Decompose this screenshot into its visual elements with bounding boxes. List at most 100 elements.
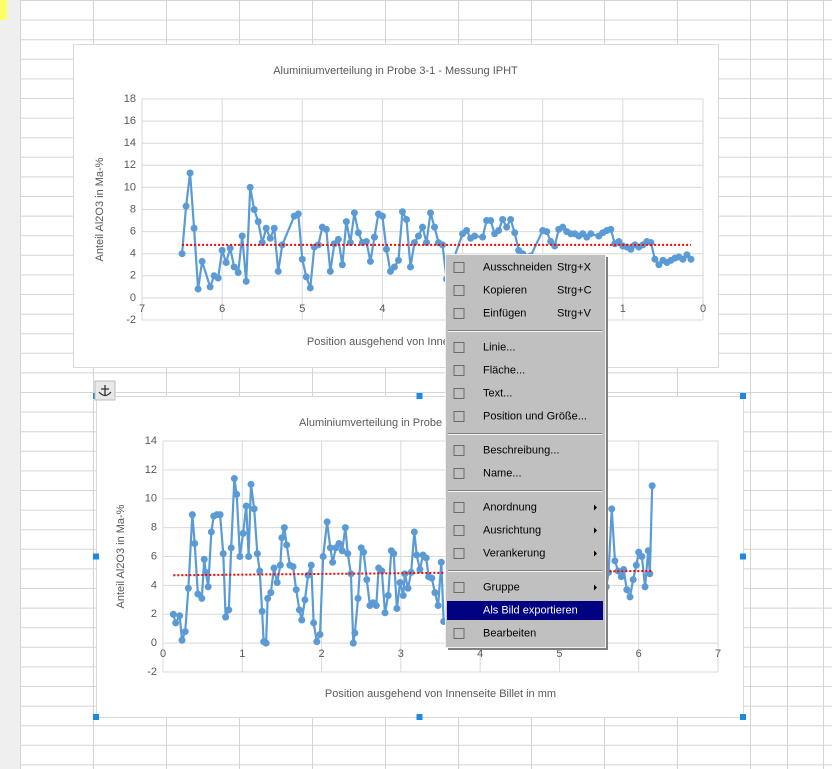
menu-item[interactable]: Linie...: [453, 341, 515, 353]
data-point: [479, 233, 487, 241]
y-tick-label: 8: [151, 522, 157, 534]
menu-item[interactable]: Bearbeiten: [453, 627, 536, 639]
menu-icon-slot: [453, 342, 465, 353]
x-tick-label: 1: [620, 303, 626, 315]
y-tick-label: 0: [151, 637, 157, 649]
menu-item[interactable]: Fläche...: [453, 364, 525, 376]
data-point: [404, 584, 412, 592]
data-point: [276, 561, 284, 569]
data-point: [169, 610, 177, 618]
x-tick-label: 0: [160, 648, 166, 660]
data-point: [335, 540, 343, 548]
menu-icon-slot: [453, 308, 465, 319]
data-point: [253, 550, 261, 558]
data-point: [414, 232, 422, 240]
selection-handle[interactable]: [93, 553, 99, 560]
data-point: [262, 224, 270, 232]
menu-icon-slot: [453, 468, 465, 479]
menu-item-label: Ausrichtung: [483, 524, 541, 536]
data-point: [242, 277, 250, 285]
data-point: [239, 529, 247, 537]
selection-handle[interactable]: [416, 714, 423, 720]
menu-item[interactable]: Beschreibung...: [453, 444, 559, 456]
data-point: [298, 616, 306, 624]
data-point: [350, 209, 358, 217]
data-point: [326, 267, 334, 275]
y-tick-label: 2: [151, 608, 157, 620]
menu-panel: [445, 254, 606, 648]
data-point: [184, 584, 192, 592]
data-point: [632, 561, 640, 569]
data-point: [378, 212, 386, 220]
menu-item[interactable]: Ausschneiden Strg+X: [453, 261, 592, 273]
selection-handle[interactable]: [93, 714, 99, 720]
menu-item-label: Ausschneiden: [483, 261, 552, 273]
selection-handle[interactable]: [740, 714, 746, 720]
data-point: [266, 234, 274, 242]
menu-item[interactable]: Einfügen Strg+V: [453, 307, 592, 319]
menu-item[interactable]: Text...: [453, 387, 512, 399]
y-tick-label: 0: [130, 292, 136, 304]
menu-item-label: Anordnung: [483, 501, 537, 513]
data-point: [200, 555, 208, 563]
data-point: [437, 558, 445, 566]
data-point: [646, 570, 654, 578]
menu-item[interactable]: Als Bild exportieren: [447, 601, 603, 620]
y-tick-label: 14: [124, 137, 136, 149]
data-point: [507, 215, 515, 223]
data-point: [384, 591, 392, 599]
menu-item-highlight: [447, 601, 603, 620]
data-point: [264, 594, 272, 602]
menu-item-label: Als Bild exportieren: [483, 604, 578, 616]
data-point: [372, 602, 380, 610]
menu-item[interactable]: Verankerung: [453, 547, 597, 559]
menu-item[interactable]: Gruppe: [453, 581, 597, 593]
data-point: [234, 268, 242, 276]
data-point: [250, 505, 258, 513]
data-point: [399, 591, 407, 599]
x-tick-label: 0: [700, 303, 706, 315]
menu-icon-slot: [453, 502, 465, 513]
data-point: [338, 261, 346, 269]
data-point: [398, 208, 406, 216]
y-tick-label: 2: [130, 270, 136, 282]
data-point: [334, 235, 342, 243]
selection-handle[interactable]: [740, 553, 746, 560]
menu-icon-slot: [453, 411, 465, 422]
y-tick-label: 4: [151, 579, 157, 591]
chart: Aluminiumverteilung in Probe 3-1 - Messu…: [73, 44, 719, 368]
data-point: [626, 593, 634, 601]
chart-title: Aluminiumverteilung in Probe 3-1 - Messu…: [273, 65, 518, 77]
y-tick-label: 12: [145, 464, 157, 476]
selection-handle[interactable]: [740, 393, 746, 399]
data-point: [316, 630, 324, 638]
data-point: [487, 217, 495, 225]
data-point: [644, 547, 652, 555]
data-point: [198, 594, 206, 602]
menu-icon-slot: [453, 548, 465, 559]
menu-item[interactable]: Position und Größe...: [453, 410, 587, 422]
menu-icon-slot: [453, 445, 465, 456]
data-point: [227, 544, 235, 552]
data-point: [416, 565, 424, 573]
data-point: [641, 583, 649, 591]
data-point: [362, 238, 370, 246]
menu-item[interactable]: Name...: [453, 467, 522, 479]
menu-item[interactable]: Kopieren Strg+C: [453, 284, 592, 296]
data-point: [413, 551, 421, 559]
data-point: [338, 547, 346, 555]
data-point: [176, 612, 184, 620]
menu-item[interactable]: Anordnung: [453, 501, 597, 513]
selection-handle[interactable]: [416, 393, 423, 399]
data-point: [422, 554, 430, 562]
data-point: [225, 606, 233, 614]
menu-item[interactable]: Ausrichtung: [453, 524, 597, 536]
data-point: [390, 550, 398, 558]
submenu-arrow: [594, 550, 597, 557]
data-point: [687, 255, 695, 263]
menu-icon-slot: [453, 388, 465, 399]
data-point: [329, 558, 337, 566]
data-point: [551, 242, 559, 250]
data-point: [406, 263, 414, 271]
